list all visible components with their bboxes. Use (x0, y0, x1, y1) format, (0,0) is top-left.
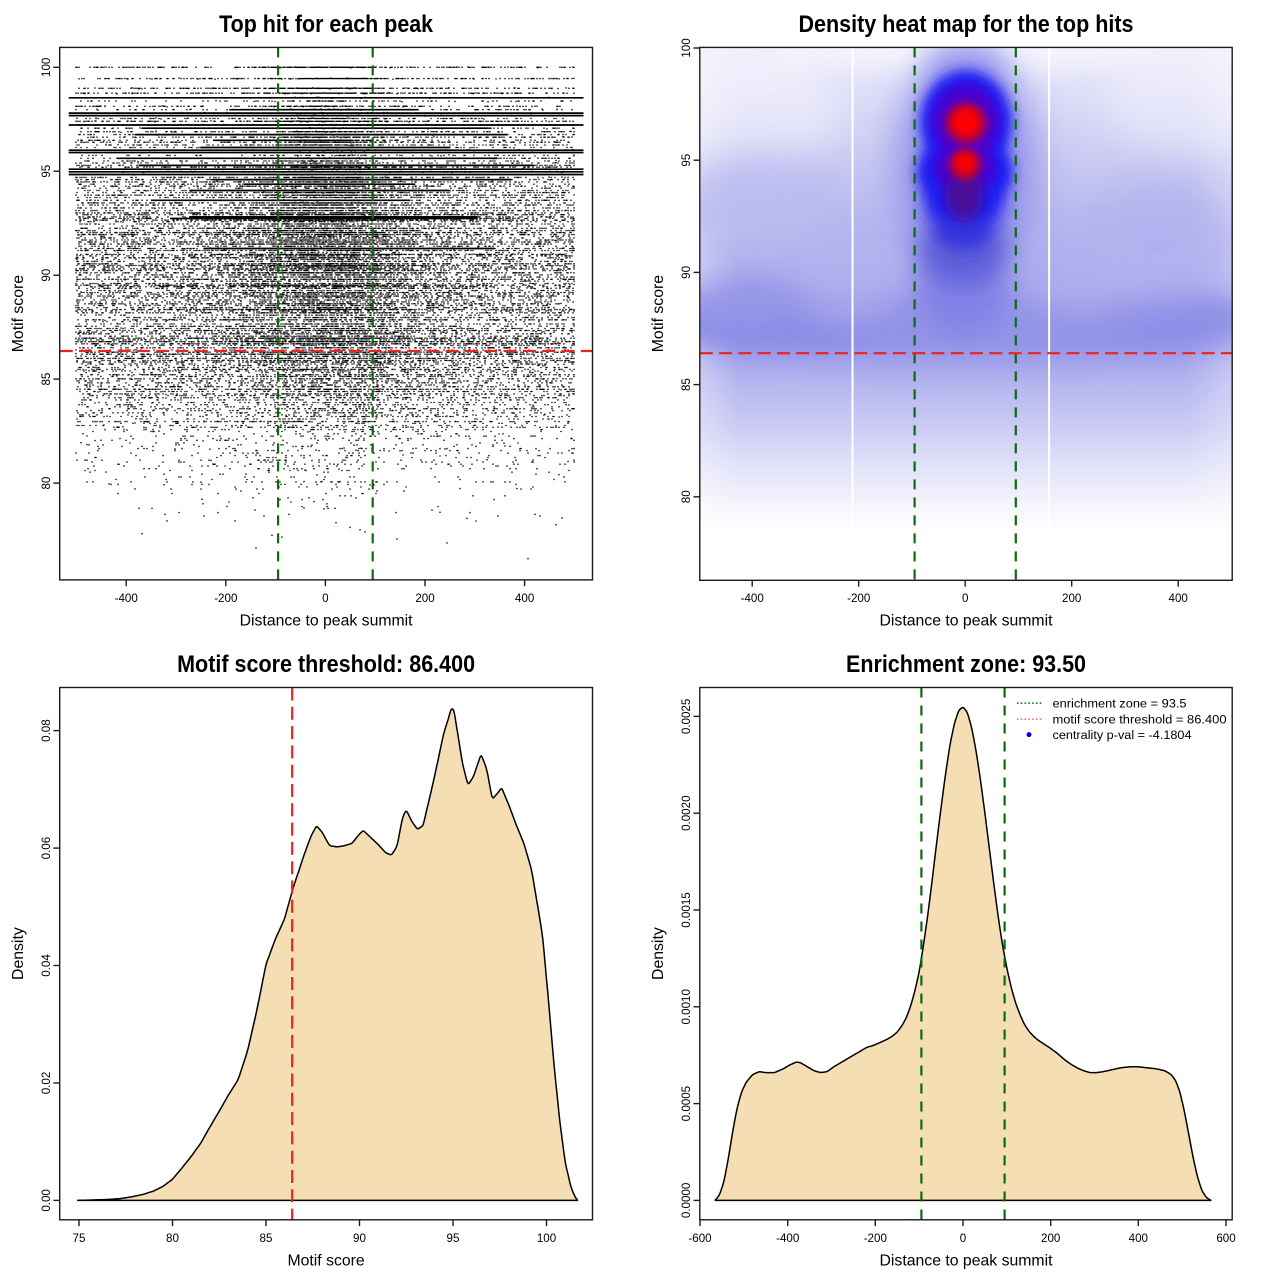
svg-text:enrichment zone = 93.5: enrichment zone = 93.5 (1053, 696, 1187, 710)
svg-text:Motif score: Motif score (287, 1253, 364, 1270)
svg-text:85: 85 (40, 373, 53, 386)
svg-text:400: 400 (1129, 1232, 1148, 1245)
svg-text:0.0000: 0.0000 (680, 1183, 693, 1218)
svg-text:-200: -200 (847, 592, 870, 605)
svg-text:400: 400 (1169, 592, 1188, 605)
svg-text:Density heat map for the top h: Density heat map for the top hits (799, 11, 1134, 38)
svg-text:0.06: 0.06 (40, 837, 53, 860)
svg-text:-200: -200 (214, 592, 237, 605)
svg-text:95: 95 (447, 1232, 460, 1245)
svg-text:0.02: 0.02 (40, 1072, 53, 1095)
svg-text:200: 200 (1062, 592, 1081, 605)
svg-text:motif score threshold = 86.400: motif score threshold = 86.400 (1053, 712, 1227, 726)
svg-text:400: 400 (515, 592, 534, 605)
svg-text:Top hit for each peak: Top hit for each peak (219, 11, 433, 38)
svg-text:Enrichment zone: 93.50: Enrichment zone: 93.50 (846, 651, 1086, 678)
svg-text:0.0010: 0.0010 (680, 989, 693, 1024)
svg-text:0.0025: 0.0025 (680, 699, 693, 734)
svg-text:0.0015: 0.0015 (680, 892, 693, 927)
svg-text:90: 90 (40, 269, 53, 282)
svg-text:95: 95 (680, 154, 693, 167)
svg-text:Density: Density (650, 927, 667, 980)
svg-text:100: 100 (40, 58, 53, 77)
svg-text:Distance to peak summit: Distance to peak summit (880, 613, 1054, 630)
svg-text:Density: Density (10, 927, 27, 980)
svg-text:0: 0 (962, 592, 968, 605)
svg-text:80: 80 (40, 477, 53, 490)
svg-text:85: 85 (680, 378, 693, 391)
svg-text:centrality p-val = -4.1804: centrality p-val = -4.1804 (1053, 728, 1192, 742)
svg-text:90: 90 (680, 266, 693, 279)
svg-text:0: 0 (960, 1232, 966, 1245)
svg-text:600: 600 (1216, 1232, 1235, 1245)
svg-text:Distance to peak summit: Distance to peak summit (240, 613, 414, 630)
svg-text:0.0020: 0.0020 (680, 795, 693, 830)
svg-text:95: 95 (40, 165, 53, 178)
svg-text:75: 75 (73, 1232, 86, 1245)
svg-text:-200: -200 (864, 1232, 887, 1245)
svg-text:80: 80 (166, 1232, 179, 1245)
svg-text:200: 200 (1041, 1232, 1060, 1245)
svg-text:-400: -400 (776, 1232, 799, 1245)
svg-text:Motif score: Motif score (650, 275, 667, 352)
svg-text:0: 0 (322, 592, 328, 605)
svg-text:-400: -400 (741, 592, 764, 605)
svg-text:0.04: 0.04 (40, 954, 53, 977)
svg-text:0.0005: 0.0005 (680, 1086, 693, 1121)
svg-text:Motif score: Motif score (10, 275, 27, 352)
svg-text:Motif score threshold: 86.400: Motif score threshold: 86.400 (177, 651, 475, 678)
svg-text:80: 80 (680, 490, 693, 503)
svg-text:Distance to peak summit: Distance to peak summit (880, 1253, 1054, 1270)
svg-text:100: 100 (537, 1232, 556, 1245)
svg-text:0.08: 0.08 (40, 719, 53, 742)
svg-text:85: 85 (260, 1232, 273, 1245)
svg-text:100: 100 (680, 38, 693, 57)
svg-text:-600: -600 (688, 1232, 711, 1245)
svg-text:200: 200 (415, 592, 434, 605)
svg-text:0.00: 0.00 (40, 1189, 53, 1212)
svg-text:90: 90 (353, 1232, 366, 1245)
svg-text:-400: -400 (115, 592, 138, 605)
